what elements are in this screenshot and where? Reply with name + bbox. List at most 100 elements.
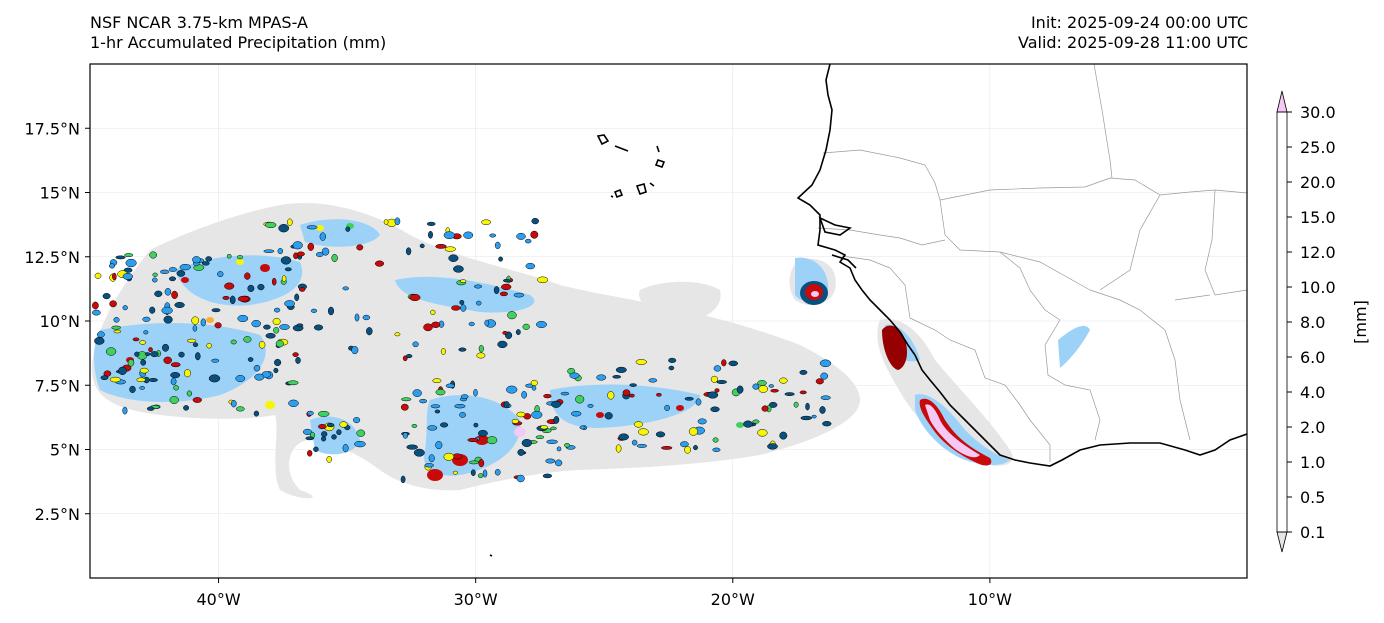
precip-cell	[331, 434, 337, 440]
precip-cell	[394, 217, 401, 226]
precip-cell	[400, 475, 406, 484]
precip-cell	[607, 391, 615, 400]
precip-cell	[453, 265, 464, 273]
precip-cell	[326, 423, 335, 428]
colorbar-tick-label: 4.0	[1300, 383, 1325, 402]
precip-cell	[560, 391, 570, 396]
colorbar-tick-label: 30.0	[1300, 103, 1336, 122]
precip-cell	[424, 463, 434, 468]
precip-cell	[140, 359, 147, 366]
precip-cell	[139, 340, 147, 345]
precip-cell	[758, 385, 768, 393]
precip-cell	[171, 290, 178, 299]
field-name: 1-hr Accumulated Precipitation (mm)	[90, 33, 387, 52]
precip-cell	[112, 272, 117, 281]
precip-cell	[206, 342, 212, 349]
precip-cell	[109, 376, 121, 383]
precip-cell	[493, 286, 500, 295]
precip-cell	[484, 319, 490, 327]
precip-cell	[102, 293, 111, 300]
precip-cell	[118, 366, 127, 375]
precip-cell	[168, 267, 177, 272]
precip-cell	[615, 444, 622, 453]
precip-cell	[460, 304, 467, 312]
precip-cell	[822, 421, 832, 427]
precip-cell	[222, 295, 230, 300]
precip-cell	[419, 243, 425, 249]
precip-cell	[356, 244, 364, 251]
precip-cell	[353, 417, 361, 424]
precip-cell	[521, 391, 527, 399]
precip-cell	[713, 365, 722, 372]
precip-cell	[468, 460, 479, 465]
precip-cell	[152, 272, 158, 277]
precip-cell	[501, 283, 512, 291]
precip-cell	[556, 446, 562, 452]
precip-cell	[150, 351, 159, 358]
precip-cell	[571, 410, 582, 417]
precip-cell	[254, 373, 265, 381]
precip-cell	[423, 323, 433, 332]
precip-cell	[310, 308, 318, 313]
precip-cell	[200, 318, 206, 327]
precip-cell	[819, 406, 826, 414]
precip-cell	[531, 217, 539, 225]
precip-cell	[321, 431, 328, 438]
precip-cell	[767, 443, 778, 450]
precip-cell	[345, 226, 351, 232]
colorbar-tick-label: 8.0	[1300, 313, 1325, 332]
precip-cell	[564, 443, 571, 448]
precip-cell	[435, 441, 443, 450]
precip-cell	[799, 369, 808, 375]
precip-cell	[540, 425, 549, 430]
lat-tick-label: 10°N	[40, 312, 80, 331]
precip-cell	[160, 269, 170, 274]
precip-cell	[247, 284, 255, 292]
lat-tick-label: 17.5°N	[24, 119, 80, 138]
precip-cell	[122, 406, 128, 415]
lat-tick-label: 7.5°N	[35, 376, 80, 395]
country-borders	[817, 64, 1247, 462]
precip-cell	[211, 308, 221, 313]
precip-cell	[237, 314, 249, 323]
precip-cell	[440, 422, 449, 428]
precip-cell	[326, 455, 332, 463]
precip-cell	[305, 436, 315, 441]
precip-cell	[263, 324, 271, 330]
precip-cell	[263, 249, 275, 253]
precip-cell	[710, 406, 720, 413]
precip-cell	[712, 437, 719, 443]
precip-cell	[339, 421, 348, 428]
precip-cell	[179, 263, 191, 271]
precip-cell	[292, 241, 303, 250]
lat-tick-label: 5°N	[50, 441, 80, 460]
precip-cell	[286, 218, 293, 226]
precip-cell	[306, 225, 318, 230]
precip-cell	[302, 428, 313, 435]
colorbar-tick-label: 0.1	[1300, 523, 1325, 542]
precip-cell	[383, 219, 389, 225]
precip-cell	[97, 331, 105, 338]
precip-cell	[170, 372, 181, 379]
precip-cell	[486, 436, 498, 445]
precip-cell	[743, 420, 753, 428]
precip-cell	[318, 424, 327, 430]
precip-cell	[475, 300, 482, 306]
precip-cell	[152, 277, 158, 283]
precip-cell	[243, 336, 252, 343]
precip-cell	[655, 431, 666, 438]
precip-cell	[521, 438, 532, 448]
precip-cell	[770, 388, 779, 393]
precip-cell	[431, 321, 441, 328]
precip-cell	[712, 447, 721, 452]
precip-cell	[426, 221, 436, 226]
colorbar-extend-min	[1276, 531, 1288, 553]
lat-tick-label: 15°N	[40, 184, 80, 203]
colorbar-frame	[1276, 111, 1288, 533]
precip-cell	[136, 377, 146, 383]
precip-cell	[146, 406, 155, 411]
precip-cell	[224, 282, 235, 290]
colorbar-tick-label: 20.0	[1300, 173, 1336, 192]
precip-cell	[535, 435, 545, 440]
precip-cell	[173, 385, 179, 391]
